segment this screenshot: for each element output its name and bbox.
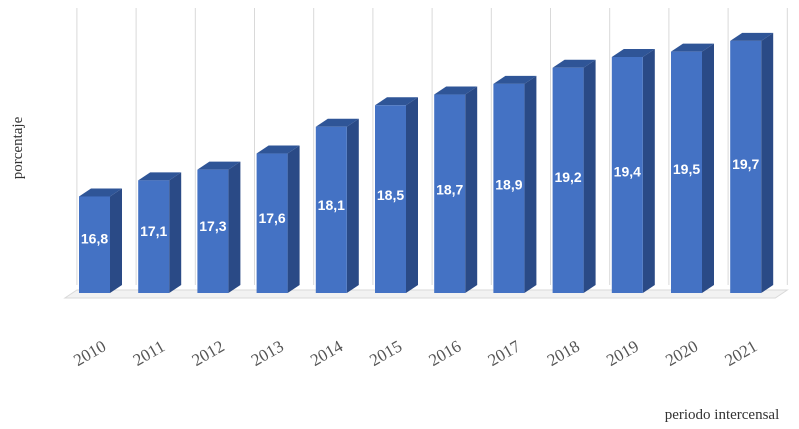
x-tick-label: 2015 — [366, 337, 405, 370]
x-tick-label: 2010 — [70, 337, 109, 370]
data-label: 18,5 — [377, 187, 404, 203]
x-tick-label: 2014 — [307, 336, 346, 370]
data-label: 17,3 — [199, 218, 226, 234]
bar-top — [552, 59, 596, 68]
bar-front — [79, 196, 110, 293]
x-tick-labels: 2010 2011 2012 2013 2014 2015 2016 2017 2018 2019… — [70, 336, 760, 370]
x-tick-label: 2020 — [662, 337, 701, 370]
bar-top — [315, 118, 359, 127]
data-label: 19,2 — [554, 169, 581, 185]
bar-2020 — [671, 43, 714, 293]
x-tick-label: 2016 — [425, 337, 464, 370]
bar-top — [197, 161, 241, 170]
bar-2014 — [315, 118, 359, 294]
bar-top — [138, 172, 182, 181]
bar-side — [702, 43, 714, 293]
bar-side — [642, 49, 655, 293]
bar-2018 — [552, 59, 596, 294]
x-tick-label: 2013 — [248, 337, 287, 370]
data-label: 17,1 — [140, 223, 167, 239]
bar-front — [315, 126, 347, 294]
bar-front — [256, 153, 288, 293]
bar-2015 — [375, 97, 418, 293]
bar-side — [465, 86, 478, 293]
bar-front — [434, 94, 466, 293]
bar-top — [375, 97, 418, 106]
bar-front — [138, 180, 170, 293]
data-label: 18,7 — [436, 182, 463, 198]
data-label: 19,4 — [614, 164, 641, 180]
x-axis-label: periodo intercensal — [665, 407, 780, 423]
data-label: 19,7 — [732, 156, 759, 172]
data-labels: 16,8 17,1 17,3 17,6 18,1 18,5 18,7 18,9 19,2 19,4… — [81, 156, 760, 247]
data-label: 18,9 — [495, 177, 522, 193]
bar-front — [552, 67, 584, 294]
bar-side — [346, 118, 359, 294]
bar-top — [493, 75, 537, 84]
bar-top — [730, 32, 774, 41]
x-tick-label: 2018 — [544, 337, 583, 370]
bar-side — [524, 75, 537, 293]
chart-floor — [63, 289, 789, 299]
bar-front — [197, 169, 229, 293]
bar-2012 — [197, 161, 241, 293]
x-tick-label: 2019 — [603, 337, 642, 370]
x-tick-label: 2011 — [130, 337, 168, 370]
data-label: 19,5 — [673, 161, 700, 177]
bar-front — [730, 40, 762, 294]
bar-side — [169, 172, 182, 293]
bar-2013 — [256, 145, 300, 293]
bar-2019 — [611, 49, 655, 293]
floor-plane — [63, 289, 789, 299]
bar-front — [671, 51, 702, 293]
x-tick-label: 2017 — [485, 336, 524, 370]
bar-side — [406, 97, 418, 293]
bar-front — [493, 83, 525, 293]
bar-2021 — [730, 32, 774, 294]
data-label: 18,1 — [318, 197, 345, 213]
bar-2011 — [138, 172, 182, 293]
bar-side — [761, 32, 774, 294]
x-tick-label: 2021 — [721, 337, 760, 370]
bar-top — [256, 145, 300, 154]
bar-2017 — [493, 75, 537, 293]
data-label: 16,8 — [81, 231, 108, 247]
bars — [79, 32, 774, 294]
bar-top — [434, 86, 478, 95]
bar-side — [583, 59, 596, 293]
y-axis-label: porcentaje — [10, 116, 26, 179]
bar-top — [671, 43, 714, 52]
bar-front — [611, 57, 643, 293]
gridlines — [76, 8, 788, 285]
bar-top — [79, 188, 122, 197]
bar-side — [228, 161, 241, 293]
data-label: 17,6 — [258, 210, 285, 226]
bar-top — [611, 49, 655, 58]
bar-side — [110, 188, 122, 293]
x-tick-label: 2012 — [189, 337, 228, 370]
bar-side — [287, 145, 300, 293]
bar-front — [375, 105, 406, 293]
bar-2016 — [434, 86, 478, 293]
bar-2010 — [79, 188, 122, 293]
